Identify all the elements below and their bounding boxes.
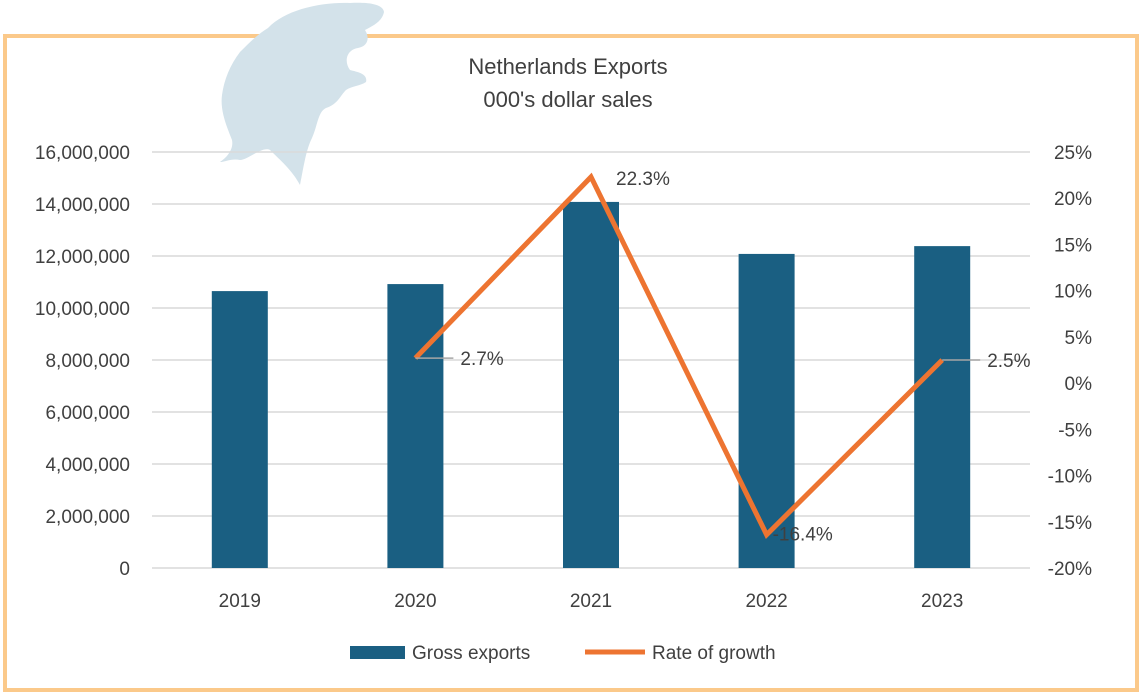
growth-line (413, 172, 944, 539)
y-left-tick-label: 4,000,000 (45, 455, 130, 476)
y-left-tick-label: 6,000,000 (45, 403, 130, 424)
y-left-tick-label: 14,000,000 (35, 195, 130, 216)
y-right-tick-label: 0% (1065, 374, 1093, 395)
y-left-tick-label: 0 (119, 559, 130, 580)
y-right-tick-label: -20% (1048, 559, 1092, 580)
y-right-tick-label: -10% (1048, 467, 1092, 488)
growth-data-label: -16.4% (773, 525, 833, 546)
legend: Gross exports Rate of growth (350, 643, 776, 664)
y-right-tick-label: 5% (1065, 328, 1093, 349)
legend-label-rate-of-growth: Rate of growth (652, 643, 776, 664)
y-left-tick-label: 8,000,000 (45, 351, 130, 372)
bar-2022 (738, 253, 795, 569)
chart-frame (3, 34, 1139, 692)
x-tick-label: 2023 (921, 591, 963, 612)
x-tick-label: 2021 (570, 591, 612, 612)
y-right-tick-label: -5% (1058, 420, 1092, 441)
y-right-tick-label: 10% (1054, 282, 1092, 303)
bar-2019 (211, 291, 268, 568)
legend-swatch-gross-exports (350, 646, 405, 659)
y-right-tick-label: 15% (1054, 235, 1092, 256)
y-right-tick-label: -15% (1048, 513, 1092, 534)
x-tick-label: 2020 (394, 591, 436, 612)
y-left-tick-label: 16,000,000 (35, 143, 130, 164)
x-tick-label: 2019 (219, 591, 261, 612)
chart-subtitle: 000's dollar sales (483, 87, 652, 112)
y-left-tick-label: 2,000,000 (45, 507, 130, 528)
x-tick-label: 2022 (745, 591, 787, 612)
y-left-tick-label: 12,000,000 (35, 247, 130, 268)
growth-data-label: 2.7% (460, 349, 503, 370)
bar-2023 (914, 246, 971, 568)
legend-label-gross-exports: Gross exports (412, 643, 530, 664)
netherlands-map-icon (220, 2, 384, 186)
growth-data-label: 22.3% (616, 169, 670, 190)
y-left-tick-label: 10,000,000 (35, 299, 130, 320)
growth-data-label: 2.5% (987, 351, 1030, 372)
bar-2021 (563, 201, 619, 569)
y-right-tick-label: 25% (1054, 143, 1092, 164)
y-right-tick-label: 20% (1054, 189, 1092, 210)
chart-title: Netherlands Exports (468, 54, 667, 79)
bar-2020 (387, 284, 444, 568)
